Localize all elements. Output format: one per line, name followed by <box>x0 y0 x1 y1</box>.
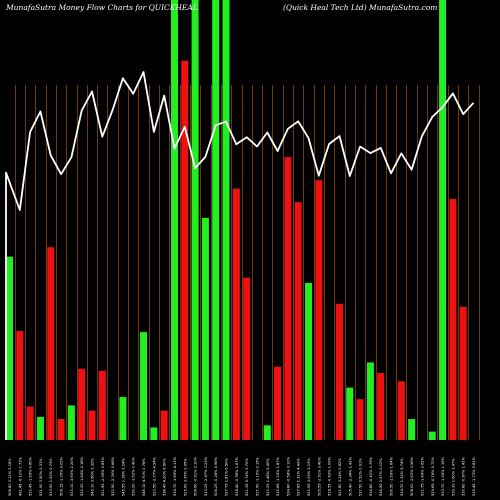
x-tick-label: 535.45 -1.73% 0.81% <box>472 456 476 496</box>
x-tick-label: 538.40 4.20% 6.60% <box>163 458 167 496</box>
up-bar <box>408 419 416 440</box>
x-tick-label: 539.20 -1.62% 0.40% <box>132 456 136 496</box>
chart-title-left: MunafaSutra Money Flow Charts for QUICKH… <box>5 3 198 12</box>
price-line <box>5 71 475 440</box>
down-bar <box>232 188 240 440</box>
price-line-path <box>5 71 475 440</box>
down-bar <box>377 372 385 440</box>
down-bar <box>88 410 96 440</box>
bars <box>6 0 467 441</box>
x-tick-label: 491.45 -6.12% 1.73% <box>18 456 22 496</box>
x-tick-label: 517.50 -1.10% 0.15% <box>255 456 259 496</box>
up-bar <box>428 431 436 440</box>
x-tick-label: 539.30 1.60% 1.47% <box>451 458 455 496</box>
down-bar <box>26 406 34 440</box>
down-bar <box>181 60 189 441</box>
x-tick-label: 518.55 -0.63% 1.09% <box>328 456 332 496</box>
up-bar <box>346 387 354 440</box>
down-bar <box>16 331 24 440</box>
up-bar <box>263 425 271 440</box>
x-tick-label: 506.50 -1.59% 1.64% <box>390 456 394 496</box>
down-bar <box>57 419 65 440</box>
down-bar <box>459 306 467 440</box>
x-tick-label: 525.60 3.35% 0.95% <box>183 458 187 496</box>
x-tick-label: 508.00 -2.63% 3.56% <box>410 456 414 496</box>
x-tick-label: 523.25 1.48% 5.40% <box>266 458 270 496</box>
down-bar <box>356 399 364 440</box>
x-tick-labels: 506.80 3.12% 3.16% 491.45 -6.12% 1.73% 523… <box>8 456 476 496</box>
up-bar <box>212 0 220 440</box>
down-bar <box>78 368 86 440</box>
down-bar <box>315 180 323 440</box>
x-tick-label: 518.40 -0.56% 1.67% <box>235 456 239 496</box>
down-bar <box>294 202 302 440</box>
up-bar <box>201 217 209 440</box>
x-tick-label: 514.80 -0.41% 3.79% <box>369 456 373 496</box>
down-bar <box>397 381 405 440</box>
x-tick-label: 521.75 -1.49% 2.62% <box>420 456 424 496</box>
x-tick-label: 520.95 3.05% 3.13% <box>307 458 311 496</box>
x-tick-label: 508.60 -0.91% 2.10% <box>194 456 198 496</box>
x-tick-label: 515.65 -1.74% 1.87% <box>276 456 280 496</box>
up-bar <box>150 427 158 440</box>
down-bar <box>274 366 282 440</box>
x-tick-label: 532.30 -1.44% 2.18% <box>80 456 84 496</box>
x-tick-label: 521.55 -2.06% 0.85% <box>101 456 105 496</box>
x-tick-label: 521.80 3.24% 0.62% <box>338 458 342 496</box>
x-tick-label: 521.35 0.74% 0.70% <box>245 458 249 496</box>
x-tick-label: 517.50 0.52% 0.91% <box>359 458 363 496</box>
up-bar <box>222 0 230 440</box>
up-bar <box>191 0 199 440</box>
down-bar <box>335 303 343 440</box>
x-tick-label: 526.25 -0.28% 0.98% <box>214 456 218 496</box>
x-tick-label: 523.50 -2.77% 4.54% <box>152 456 156 496</box>
x-tick-label: 516.70 -1.69% 4.13% <box>173 456 177 496</box>
x-tick-label: 540.10 3.56% 1.32% <box>90 458 94 496</box>
up-bar <box>67 405 75 440</box>
x-tick-label: 548.10 4.70% 0.78% <box>142 458 146 496</box>
x-tick-label: 530.80 -0.87% 1.42% <box>462 456 466 496</box>
chart-title-right: (Quick Heal Tech Ltd) MunafaSutra.com <box>283 3 437 12</box>
x-tick-label: 513.25 -2.47% 3.23% <box>204 456 208 496</box>
x-tick-label: 505.40 -2.34% 1.42% <box>348 456 352 496</box>
up-bar <box>36 416 44 440</box>
x-tick-label: 506.15 -1.35% 3.05% <box>60 456 64 496</box>
x-tick-label: 505.55 -2.51% 3.40% <box>317 456 321 496</box>
x-tick-label: 506.80 3.12% 3.16% <box>8 458 12 496</box>
up-bar <box>366 362 374 440</box>
down-bar <box>98 370 106 440</box>
down-bar <box>160 410 168 440</box>
up-bar <box>305 282 313 440</box>
grid-lines <box>15 85 480 440</box>
up-bar <box>439 0 447 440</box>
x-tick-label: 516.95 2.07% 0.12% <box>379 458 383 496</box>
up-bar <box>6 256 13 440</box>
down-bar <box>449 199 457 440</box>
x-tick-label: 533.70 -1.04% 1.19% <box>441 456 445 496</box>
x-tick-label: 513.90 1.53% 0.73% <box>49 458 53 496</box>
down-bar <box>47 247 55 440</box>
down-bar <box>243 277 251 440</box>
x-tick-label: 523.45 -1.59% 0.60% <box>29 456 33 496</box>
x-tick-label: 545.55 1.18% 1.24% <box>121 458 125 496</box>
x-tick-label: 527.85 1.32% 4.49% <box>297 458 301 496</box>
x-tick-label: 513.10 -3.60% 2.20% <box>70 456 74 496</box>
up-bar <box>170 0 178 440</box>
up-bar <box>119 397 127 440</box>
up-bar <box>140 332 148 440</box>
x-tick-label: 524.80 -0.58% 3.12% <box>286 456 290 496</box>
x-tick-label: 529.65 -0.76% 5.72% <box>431 456 435 496</box>
x-tick-label: 532.50 -2.39% 0.66% <box>111 456 115 496</box>
x-tick-label: 531.90 3.50% 0.31% <box>39 458 43 496</box>
down-bar <box>284 157 292 440</box>
x-tick-label: 514.70 1.32% 6.74% <box>400 458 404 496</box>
x-tick-label: 527.75 1.81% 6.50% <box>225 458 229 496</box>
